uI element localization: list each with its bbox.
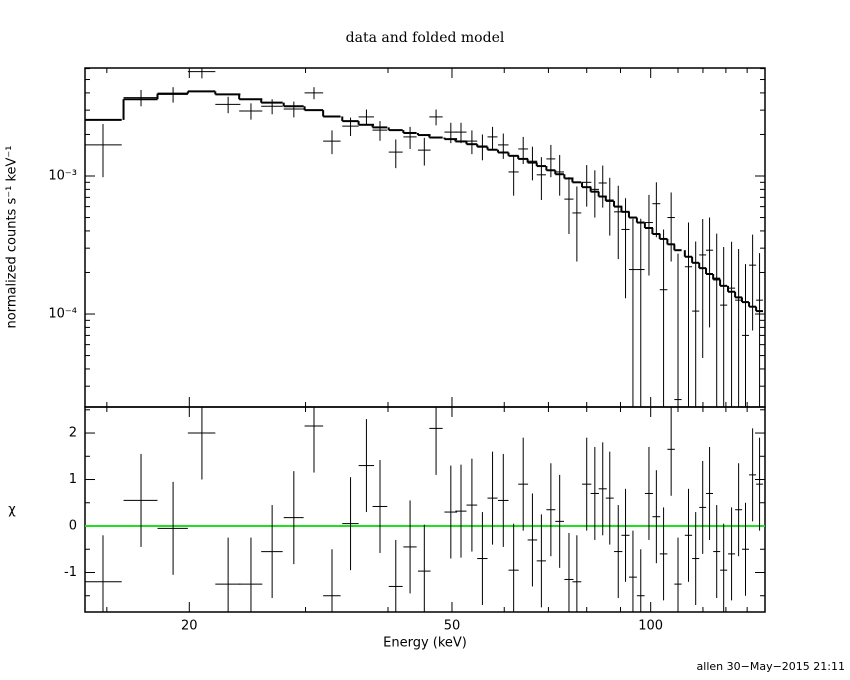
footer: allen 30−May−2015 21:11	[697, 660, 845, 673]
y-tick-label: 10⁻³	[48, 168, 77, 183]
y-tick-label: -1	[64, 565, 77, 580]
chart-title: data and folded model	[346, 30, 505, 46]
plot-frame	[84, 406, 766, 613]
y-tick-label: 10⁻⁴	[48, 307, 77, 322]
x-axis-label: Energy (keV)	[383, 636, 467, 651]
plot-area	[85, 407, 765, 612]
x-tick-label: 100	[638, 619, 663, 634]
plot-area	[85, 68, 763, 407]
y-axis-label: χ	[8, 503, 16, 518]
x-tick-label: 50	[444, 619, 461, 634]
y-tick-label: 2	[69, 426, 77, 441]
y-tick-label: 0	[69, 519, 77, 534]
y-axis-label: normalized counts s⁻¹ keV⁻¹	[5, 146, 20, 329]
y-tick-label: 1	[69, 472, 77, 487]
x-tick-label: 20	[181, 619, 198, 634]
